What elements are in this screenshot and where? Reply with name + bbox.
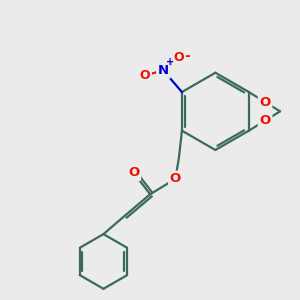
Text: O: O	[260, 114, 271, 127]
Text: O: O	[260, 96, 271, 109]
Text: N: N	[158, 64, 169, 77]
Text: O: O	[128, 167, 140, 179]
Text: -: -	[184, 49, 190, 63]
Text: O: O	[170, 172, 181, 185]
Text: O: O	[140, 69, 150, 82]
Text: O: O	[173, 51, 184, 64]
Text: +: +	[166, 57, 174, 67]
